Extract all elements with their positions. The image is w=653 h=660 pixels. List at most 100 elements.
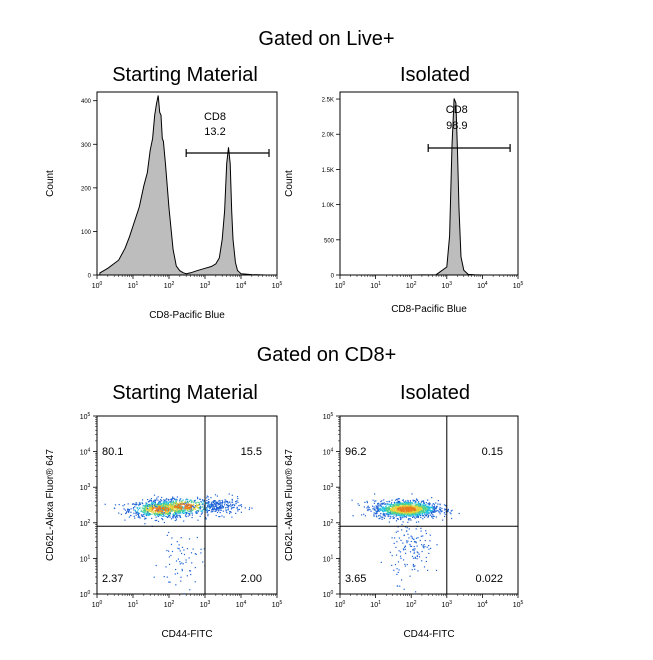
event-dot [169,581,171,583]
event-dot [167,509,170,511]
event-dot [166,511,168,513]
event-dot [146,512,148,514]
event-dot [417,515,420,517]
event-dot [141,510,143,513]
event-dot [400,517,402,519]
plot-frame [96,415,278,595]
y-tick-label: 104 [80,448,91,457]
gate-label: CD8 [204,111,226,123]
event-dot [418,553,420,555]
event-dot [187,499,189,501]
event-dot [216,505,218,507]
event-dot [231,516,233,518]
event-dot [398,550,400,552]
event-dot [176,507,179,509]
event-dot [237,510,239,512]
event-dot [159,506,161,509]
event-dot [415,521,418,523]
event-dot [380,503,382,505]
event-dot [372,499,374,501]
event-dot [396,498,398,500]
event-dot [419,505,421,507]
event-dot [175,507,177,509]
event-dot [191,510,193,512]
event-dot [425,506,427,508]
event-dot [251,507,253,509]
event-dot [200,507,202,509]
event-dot [399,551,402,553]
event-dot [427,516,429,518]
event-dot [422,500,424,502]
event-dot [193,500,195,502]
event-dot [427,506,429,508]
event-dot [411,493,413,495]
event-dot [424,540,426,542]
event-dot [435,507,437,509]
event-dot [392,513,394,515]
event-dot [161,512,163,514]
event-dot [189,506,191,508]
y-tick-label: 105 [323,412,334,421]
event-dot [209,507,211,509]
event-dot [185,512,187,514]
event-dot [211,503,213,505]
event-dot [173,497,175,499]
event-dot [175,515,178,517]
event-dot [200,506,202,508]
event-dot [414,512,417,514]
event-dot [419,512,421,514]
event-dot [423,512,425,514]
event-dot [201,512,203,514]
event-dot [166,498,168,500]
event-dot [382,510,384,512]
event-dot [406,511,408,514]
event-dot [168,556,170,558]
event-dot [170,501,172,503]
event-dot [173,513,175,515]
event-dot [400,518,402,520]
event-dot [405,513,407,515]
event-dot [402,499,404,501]
event-dot [137,514,140,516]
event-dot [421,550,423,553]
event-dot [194,581,196,583]
event-dot [419,539,421,542]
event-dot [175,511,178,513]
event-dot [430,511,432,513]
event-dot [426,512,428,515]
event-dot [393,505,395,507]
event-dot [206,506,209,508]
event-dot [210,505,213,507]
event-dot [186,510,188,512]
event-dot [175,498,177,500]
event-dot [419,503,421,505]
event-dot [436,544,438,546]
event-dot [162,519,164,521]
event-dot [420,530,422,532]
event-dot [409,502,411,504]
event-dot [206,508,208,510]
event-dot [187,515,189,517]
event-dot [179,511,181,513]
event-dot [216,507,218,509]
event-dot [363,506,365,508]
event-dot [425,532,427,535]
event-dot [416,499,418,501]
event-dot [390,510,392,512]
event-dot [153,576,155,578]
event-dot [152,502,154,504]
event-dot [415,500,417,502]
event-dot [422,518,424,520]
event-dot [392,510,394,512]
event-dot [415,528,417,530]
event-dot [416,509,419,511]
event-dot [150,507,152,509]
event-dot [212,507,214,509]
event-dot [240,511,242,513]
event-dot [416,505,418,507]
event-dot [412,508,414,510]
event-dot [162,511,164,514]
event-dot [388,501,390,503]
event-dot [151,504,154,506]
event-dot [118,512,120,514]
